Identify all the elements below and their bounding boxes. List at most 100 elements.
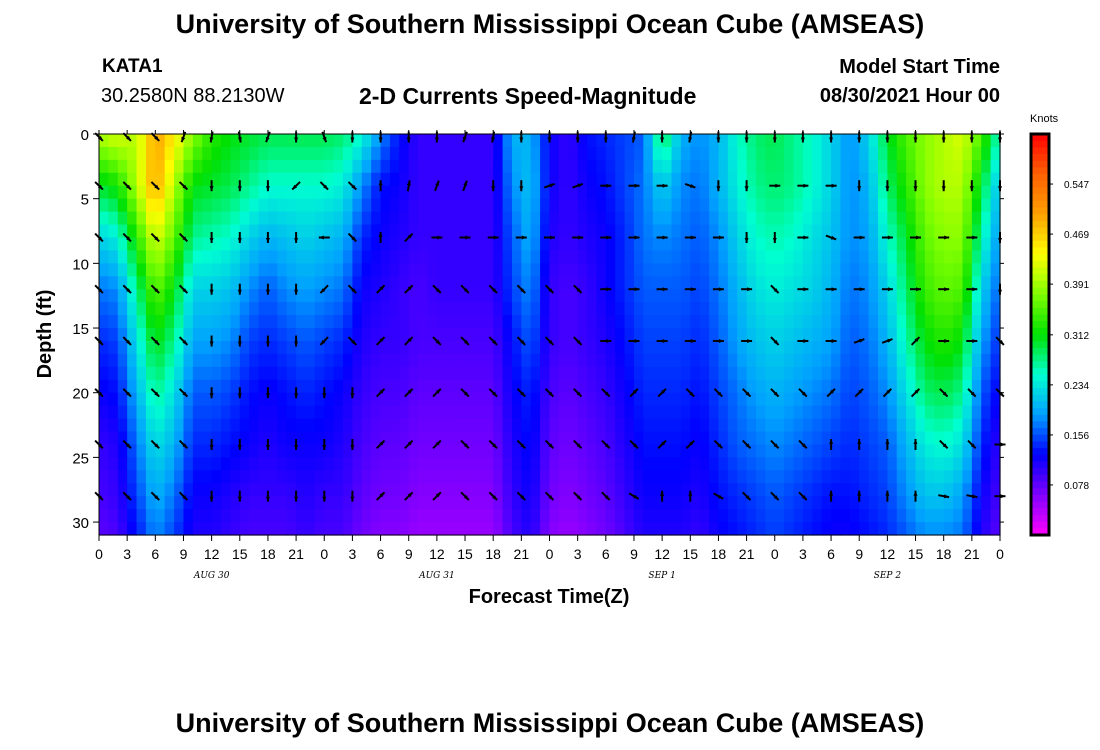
heatmap-cell <box>765 263 776 277</box>
heatmap-cell <box>699 470 710 484</box>
heatmap-cell <box>990 509 1001 523</box>
heatmap-cell <box>117 496 128 510</box>
heatmap-cell <box>859 237 870 252</box>
heatmap-cell <box>258 522 269 536</box>
heatmap-cell <box>277 483 288 497</box>
heatmap-cell <box>755 211 766 226</box>
colorbar-cell <box>1031 260 1049 269</box>
heatmap-cell <box>868 431 879 446</box>
heatmap-cell <box>849 496 860 510</box>
heatmap-cell <box>155 457 166 471</box>
colorbar-cell <box>1031 220 1049 229</box>
heatmap-cell <box>399 159 410 174</box>
heatmap-cell <box>174 237 185 252</box>
colorbar-cell <box>1031 321 1049 329</box>
heatmap-cell <box>981 470 992 484</box>
vector-arrow <box>209 180 214 192</box>
heatmap-cell <box>202 431 213 446</box>
heatmap-cell <box>831 444 842 458</box>
heatmap-cell <box>662 224 673 239</box>
heatmap-cell <box>446 470 457 484</box>
heatmap-cell <box>361 198 372 213</box>
heatmap-cell <box>849 250 860 264</box>
heatmap-cell <box>99 315 109 329</box>
heatmap-cell <box>868 211 879 226</box>
heatmap-cell <box>671 134 682 148</box>
heatmap-cell <box>296 134 307 148</box>
heatmap-cell <box>690 146 701 161</box>
heatmap-cell <box>615 276 626 290</box>
heatmap-cell <box>267 224 278 239</box>
heatmap-cell <box>286 405 297 420</box>
vector-arrow-head <box>209 496 214 502</box>
heatmap-cell <box>624 198 635 213</box>
heatmap-cell <box>690 405 701 420</box>
heatmap-cell <box>465 328 476 342</box>
heatmap-cell <box>624 134 635 148</box>
heatmap-cell <box>380 134 391 148</box>
heatmap-cell <box>333 340 344 355</box>
heatmap-cell <box>558 276 569 290</box>
heatmap-cell <box>718 470 729 484</box>
heatmap-cell <box>155 146 166 161</box>
heatmap-cell <box>145 250 156 264</box>
heatmap-cell <box>230 353 241 368</box>
heatmap-cell <box>662 353 673 368</box>
heatmap-cell <box>727 237 738 252</box>
heatmap-cell <box>305 483 316 497</box>
heatmap-cell <box>558 366 569 381</box>
heatmap-cell <box>784 405 795 420</box>
heatmap-cell <box>155 185 166 200</box>
heatmap-cell <box>474 237 485 252</box>
heatmap-cell <box>765 211 776 226</box>
heatmap-cell <box>380 315 391 329</box>
heatmap-cell <box>530 198 541 213</box>
heatmap-cell <box>540 134 551 148</box>
heatmap-cell <box>164 172 175 187</box>
heatmap-cell <box>164 146 175 161</box>
heatmap-cell <box>352 418 363 433</box>
heatmap-cell <box>793 340 804 355</box>
heatmap-cell <box>155 289 166 303</box>
heatmap-cell <box>474 289 485 303</box>
heatmap-cell <box>221 340 231 355</box>
heatmap-cell <box>164 405 175 420</box>
heatmap-cell <box>427 470 438 484</box>
heatmap-cell <box>249 172 260 187</box>
heatmap-cell <box>249 405 260 420</box>
heatmap-cell <box>718 315 729 329</box>
heatmap-cell <box>981 146 992 161</box>
heatmap-cell <box>549 237 560 252</box>
vector-arrow <box>347 181 358 191</box>
heatmap-cell <box>549 496 560 510</box>
heatmap-cell <box>267 496 278 510</box>
heatmap-cell <box>953 276 964 290</box>
colorbar-cell <box>1031 327 1049 336</box>
heatmap-cell <box>277 509 288 523</box>
vector-arrow-head <box>716 137 721 143</box>
vector-arrow <box>770 336 780 346</box>
heatmap-cell <box>249 444 260 458</box>
heatmap-cell <box>906 457 917 471</box>
heatmap-cell <box>934 405 945 420</box>
heatmap-cell <box>389 366 400 381</box>
heatmap-cell <box>221 159 231 174</box>
heatmap-cell <box>277 418 288 433</box>
heatmap-cell <box>812 328 823 342</box>
heatmap-cell <box>183 353 194 368</box>
heatmap-cell <box>840 392 851 407</box>
heatmap-cell <box>605 198 616 213</box>
heatmap-cell <box>587 353 598 368</box>
heatmap-cell <box>117 211 128 226</box>
vector-arrow-head <box>182 236 188 242</box>
heatmap-cell <box>277 405 288 420</box>
x-tick-label: 6 <box>151 546 159 562</box>
heatmap-cell <box>239 224 250 239</box>
heatmap-cell <box>896 431 907 446</box>
heatmap-cell <box>183 405 194 420</box>
heatmap-cell <box>286 289 297 303</box>
heatmap-cell <box>727 470 738 484</box>
vector-arrow-head <box>859 338 865 343</box>
heatmap-cell <box>136 250 147 264</box>
heatmap-cell <box>896 353 907 368</box>
